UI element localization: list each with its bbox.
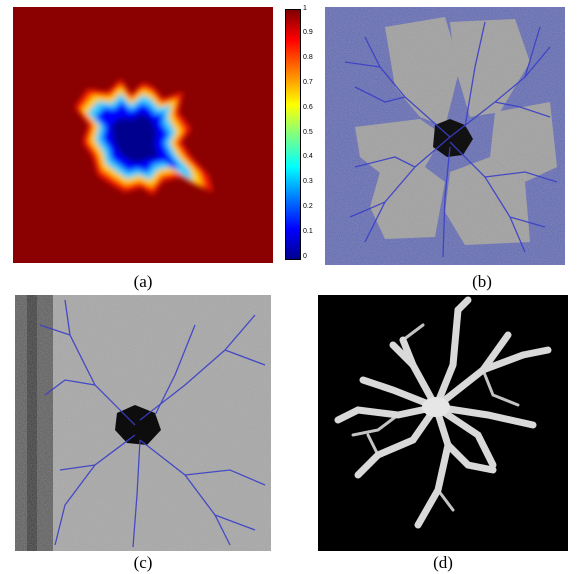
panel-d-3d-render [318,295,568,551]
caption-b: (b) [472,272,492,291]
heatmap-image [13,7,273,263]
colorbar-tick-0.8: 0.8 [303,54,313,61]
render-image [318,295,568,551]
colorbar-tick-0.3: 0.3 [303,178,313,185]
zoomed-image [15,295,271,551]
panel-c-zoomed [15,295,271,551]
colorbar-tick-0.5: 0.5 [303,129,313,136]
colorbar-tick-0.9: 0.9 [303,29,313,36]
colorbar-tick-0.1: 0.1 [303,228,313,235]
colorbar-tick-0.6: 0.6 [303,104,313,111]
colorbar-tick-0.2: 0.2 [303,203,313,210]
caption-c: (c) [133,553,153,572]
caption-a: (a) [133,272,153,291]
colorbar-tick-0.4: 0.4 [303,153,313,160]
panel-a-heatmap [13,7,273,263]
colorbar-tick-0.7: 0.7 [303,79,313,86]
overlay-image [325,7,565,265]
colorbar [285,9,301,260]
caption-d: (d) [433,553,453,572]
colorbar-tick-0: 0 [303,253,307,260]
colorbar-tick-1: 1 [303,5,307,12]
panel-b-overlay [325,7,565,265]
